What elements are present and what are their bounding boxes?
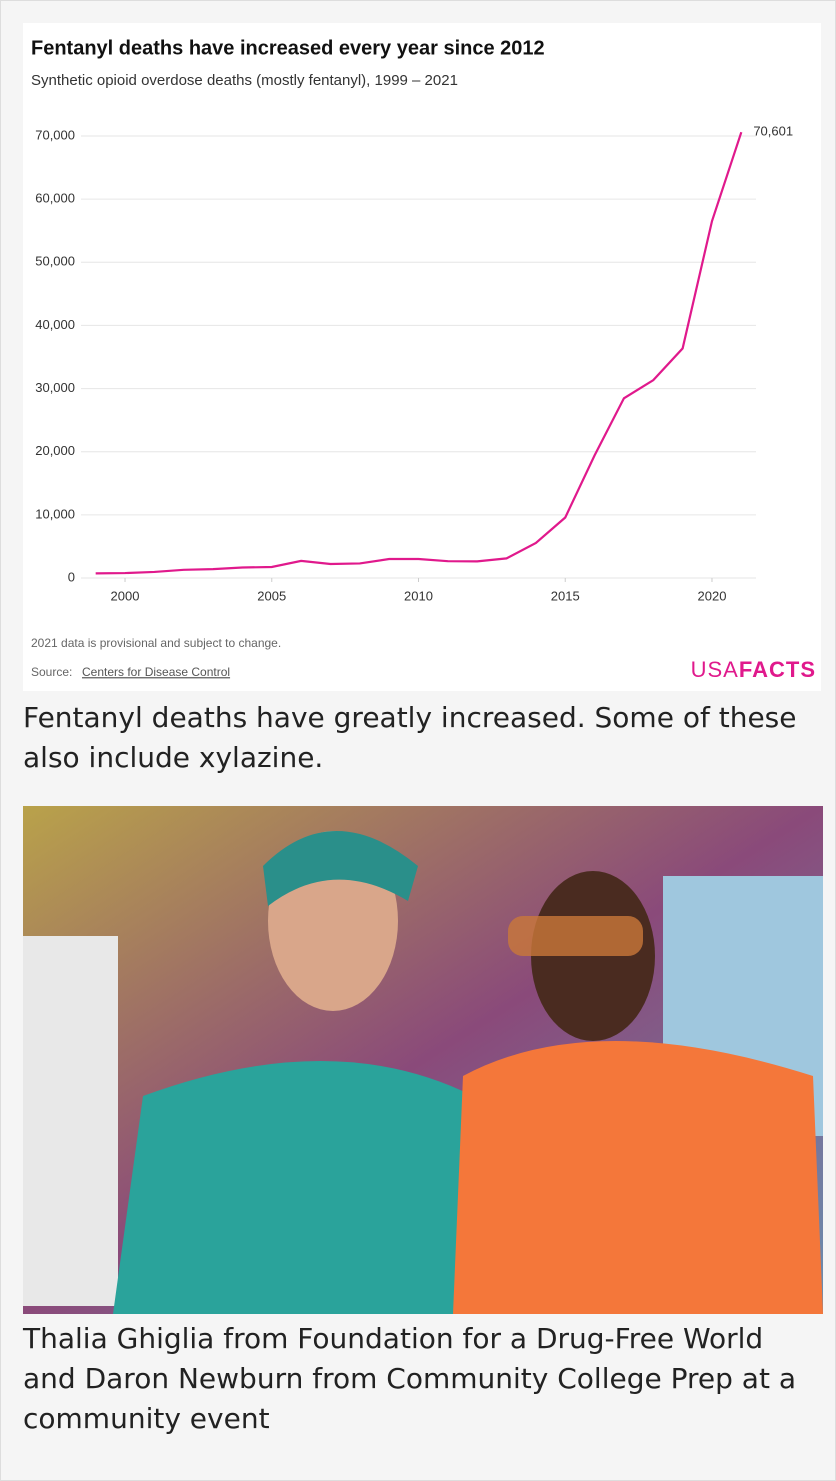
source-prefix: Source: bbox=[31, 665, 72, 679]
y-tick-label: 60,000 bbox=[35, 191, 75, 206]
chart: Fentanyl deaths have increased every yea… bbox=[23, 23, 821, 691]
data-line bbox=[95, 131, 743, 575]
y-tick-label: 70,000 bbox=[35, 127, 75, 142]
x-tick-label: 2015 bbox=[551, 588, 580, 603]
y-tick-label: 10,000 bbox=[35, 506, 75, 521]
caption: Fentanyl deaths have greatly increased. … bbox=[23, 701, 797, 774]
caption: Thalia Ghiglia from Foundation for a Dru… bbox=[23, 1322, 796, 1435]
y-tick-label: 20,000 bbox=[35, 443, 75, 458]
logo-light: USA bbox=[691, 657, 739, 682]
y-tick-label: 40,000 bbox=[35, 317, 75, 332]
value-label: 70,601 bbox=[753, 124, 793, 139]
y-tick-label: 50,000 bbox=[35, 254, 75, 269]
x-tick-label: 2020 bbox=[698, 588, 727, 603]
chart-title: Fentanyl deaths have increased every yea… bbox=[31, 37, 545, 59]
y-tick-label: 0 bbox=[68, 569, 75, 584]
logo-bold: FACTS bbox=[739, 657, 816, 682]
x-tick-label: 2005 bbox=[257, 588, 286, 603]
note: 2021 data is provisional and subject to … bbox=[31, 636, 281, 650]
x-tick-label: 2000 bbox=[111, 588, 140, 603]
source-link[interactable]: Centers for Disease Control bbox=[82, 665, 230, 679]
x-tick-label: 2010 bbox=[404, 588, 433, 603]
chart-background bbox=[23, 23, 821, 691]
photo bbox=[23, 806, 823, 1314]
chart-subtitle: Synthetic opioid overdose deaths (mostly… bbox=[31, 72, 458, 89]
logo: USAFACTS bbox=[691, 657, 816, 682]
y-tick-label: 30,000 bbox=[35, 380, 75, 395]
